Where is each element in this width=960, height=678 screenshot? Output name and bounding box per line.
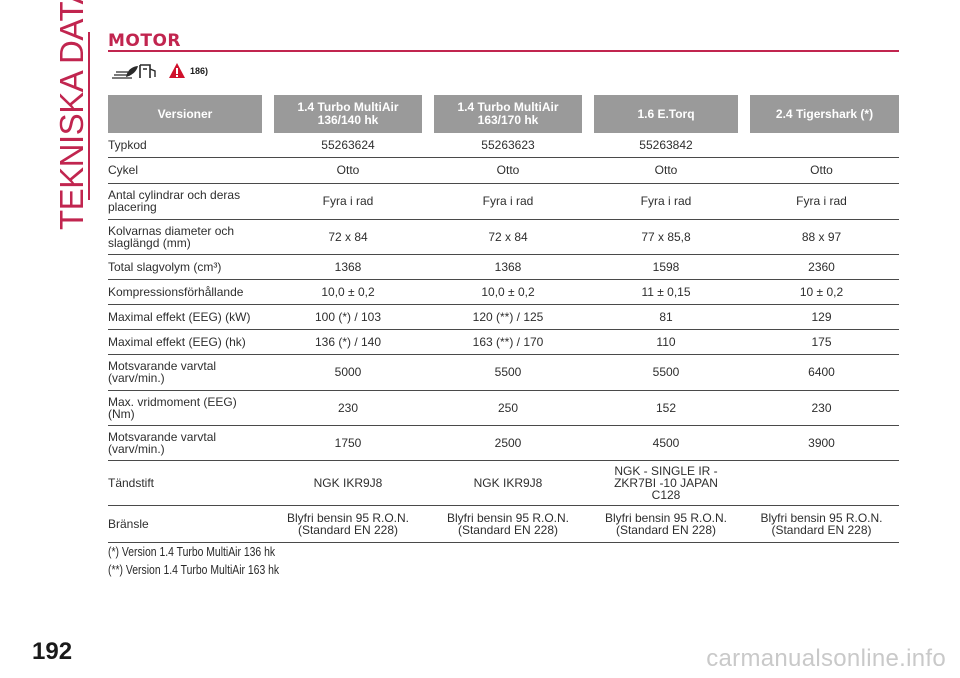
cell: Otto — [744, 157, 899, 184]
cell: 77 x 85,8 — [588, 219, 744, 255]
header-etorq: 1.6 E.Torq — [582, 95, 744, 133]
cell: 1750 — [268, 425, 428, 461]
cell: Blyfri bensin 95 R.O.N. (Standard EN 228… — [268, 505, 428, 543]
section-divider — [108, 50, 899, 52]
cell: 55263623 — [428, 133, 588, 158]
cell: 88 x 97 — [744, 219, 899, 255]
cell: 1598 — [588, 254, 744, 280]
watermark: carmanualsonline.info — [706, 645, 946, 672]
cell: Blyfri bensin 95 R.O.N. (Standard EN 228… — [744, 505, 899, 543]
row-label: Tändstift — [108, 460, 268, 506]
cell: 100 (*) / 103 — [268, 304, 428, 330]
cell: 72 x 84 — [428, 219, 588, 255]
table-row: Kolvarnas diameter och slaglängd (mm) 72… — [108, 219, 899, 255]
warning-triangle-icon — [169, 63, 185, 78]
cell: Otto — [588, 157, 744, 184]
eco-fuel-icon — [112, 64, 156, 79]
row-label: Max. vridmoment (EEG) (Nm) — [108, 390, 268, 426]
cell: Blyfri bensin 95 R.O.N. (Standard EN 228… — [428, 505, 588, 543]
header-multiair-163: 1.4 Turbo MultiAir 163/170 hk — [422, 95, 588, 133]
table-row: Tändstift NGK IKR9J8 NGK IKR9J8 NGK - SI… — [108, 460, 899, 506]
cell: Otto — [268, 157, 428, 184]
table-row: Maximal effekt (EEG) (hk) 136 (*) / 140 … — [108, 329, 899, 355]
cell: Fyra i rad — [588, 183, 744, 220]
row-label: Motsvarande varvtal (varv/min.) — [108, 425, 268, 461]
cell: 230 — [268, 390, 428, 426]
cell: Blyfri bensin 95 R.O.N. (Standard EN 228… — [588, 505, 744, 543]
cell: 120 (**) / 125 — [428, 304, 588, 330]
table-row: Motsvarande varvtal (varv/min.) 1750 250… — [108, 425, 899, 461]
table-row: Motsvarande varvtal (varv/min.) 5000 550… — [108, 354, 899, 391]
cell: 163 (**) / 170 — [428, 329, 588, 355]
row-label: Typkod — [108, 133, 268, 158]
table-row: Cykel Otto Otto Otto Otto — [108, 157, 899, 184]
row-label: Kolvarnas diameter och slaglängd (mm) — [108, 219, 268, 255]
reference-note: 186) — [190, 66, 209, 76]
cell: 129 — [744, 304, 899, 330]
cell: 10,0 ± 0,2 — [428, 279, 588, 305]
engine-spec-table: Versioner 1.4 Turbo MultiAir 136/140 hk … — [108, 95, 899, 543]
row-label: Bränsle — [108, 505, 268, 543]
cell: 81 — [588, 304, 744, 330]
header-tigershark: 2.4 Tigershark (*) — [738, 95, 899, 133]
cell: 55263624 — [268, 133, 428, 158]
cell: NGK IKR9J8 — [428, 460, 588, 506]
cell: 5000 — [268, 354, 428, 391]
cell: 4500 — [588, 425, 744, 461]
icon-row: 186) — [110, 60, 208, 82]
cell: Fyra i rad — [744, 183, 899, 220]
footnote-163: (**) Version 1.4 Turbo MultiAir 163 hk — [108, 562, 280, 577]
row-label: Antal cylindrar och deras placering — [108, 183, 268, 220]
row-label: Motsvarande varvtal (varv/min.) — [108, 354, 268, 391]
cell: 10,0 ± 0,2 — [268, 279, 428, 305]
cell: Otto — [428, 157, 588, 184]
cell: 10 ± 0,2 — [744, 279, 899, 305]
cell: 175 — [744, 329, 899, 355]
table-row: Bränsle Blyfri bensin 95 R.O.N. (Standar… — [108, 505, 899, 543]
cell: NGK - SINGLE IR - ZKR7BI -10 JAPAN C128 — [588, 460, 744, 506]
cell: Fyra i rad — [268, 183, 428, 220]
cell: 5500 — [428, 354, 588, 391]
row-label: Maximal effekt (EEG) (kW) — [108, 304, 268, 330]
row-label: Total slagvolym (cm³) — [108, 254, 268, 280]
table-row: Max. vridmoment (EEG) (Nm) 230 250 152 2… — [108, 390, 899, 426]
cell: 2500 — [428, 425, 588, 461]
cell: 5500 — [588, 354, 744, 391]
row-label: Maximal effekt (EEG) (hk) — [108, 329, 268, 355]
row-label: Kompressionsförhållande — [108, 279, 268, 305]
cell: 1368 — [428, 254, 588, 280]
table-row: Maximal effekt (EEG) (kW) 100 (*) / 103 … — [108, 304, 899, 330]
cell: 6400 — [744, 354, 899, 391]
cell: 250 — [428, 390, 588, 426]
cell: 136 (*) / 140 — [268, 329, 428, 355]
cell: 2360 — [744, 254, 899, 280]
cell — [744, 133, 899, 158]
cell — [744, 460, 899, 506]
side-divider — [88, 32, 90, 200]
cell: NGK IKR9J8 — [268, 460, 428, 506]
cell: 3900 — [744, 425, 899, 461]
row-label: Cykel — [108, 157, 268, 184]
cell: 152 — [588, 390, 744, 426]
cell: Fyra i rad — [428, 183, 588, 220]
cell: 1368 — [268, 254, 428, 280]
cell: 55263842 — [588, 133, 744, 158]
page-number: 192 — [32, 638, 73, 665]
table-row: Antal cylindrar och deras placering Fyra… — [108, 183, 899, 220]
table-header-row: Versioner 1.4 Turbo MultiAir 136/140 hk … — [108, 95, 899, 133]
side-section-title: TEKNISKA DATA — [53, 0, 90, 230]
cell: 11 ± 0,15 — [588, 279, 744, 305]
cell: 110 — [588, 329, 744, 355]
cell: 72 x 84 — [268, 219, 428, 255]
header-versions: Versioner — [108, 95, 268, 133]
cell: 230 — [744, 390, 899, 426]
table-row: Kompressionsförhållande 10,0 ± 0,2 10,0 … — [108, 279, 899, 305]
header-multiair-136: 1.4 Turbo MultiAir 136/140 hk — [262, 95, 428, 133]
footnote-136: (*) Version 1.4 Turbo MultiAir 136 hk — [108, 544, 276, 559]
table-row: Typkod 55263624 55263623 55263842 — [108, 133, 899, 158]
table-row: Total slagvolym (cm³) 1368 1368 1598 236… — [108, 254, 899, 280]
section-title: MOTOR — [108, 31, 182, 51]
